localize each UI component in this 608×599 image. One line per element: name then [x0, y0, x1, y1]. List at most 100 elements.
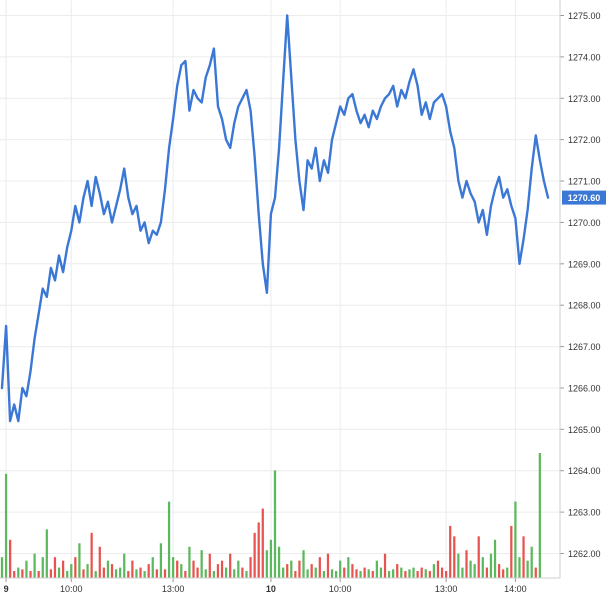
volume-bar: [233, 569, 236, 578]
volume-bar: [102, 567, 105, 578]
volume-bar: [445, 571, 448, 578]
x-tick-label: 13:00: [435, 584, 458, 594]
volume-bar: [9, 539, 12, 578]
volume-bar: [339, 560, 342, 578]
volume-bar: [485, 567, 489, 578]
volume-bar: [184, 571, 187, 578]
volume-bar: [387, 571, 391, 578]
volume-bar: [41, 557, 44, 578]
volume-bar: [208, 553, 211, 578]
volume-bar: [74, 557, 77, 578]
volume-bar: [294, 571, 297, 578]
volume-bar: [53, 557, 57, 578]
volume-bar: [322, 571, 326, 578]
volume-bar: [70, 564, 73, 578]
volume-bar: [318, 557, 321, 578]
volume-bar: [436, 560, 440, 578]
last-price-label: 1270.60: [568, 193, 601, 203]
volume-bar: [302, 550, 305, 578]
volume-bar: [0, 557, 4, 578]
volume-bar: [449, 525, 452, 578]
volume-bar: [123, 553, 126, 578]
volume-bar: [110, 564, 114, 578]
y-tick-label: 1264.00: [568, 466, 601, 476]
volume-bar: [241, 567, 244, 578]
volume-bar: [229, 553, 232, 578]
volume-bar: [538, 453, 541, 578]
volume-bar: [155, 569, 158, 578]
volume-bar: [453, 536, 456, 578]
volume-bar: [367, 569, 370, 578]
volume-bar: [277, 546, 281, 578]
volume-bar: [212, 571, 216, 578]
volume-bar: [114, 569, 118, 578]
volume-bar: [514, 501, 517, 578]
volume-bar: [61, 560, 65, 578]
y-tick-label: 1262.00: [568, 549, 601, 559]
volume-bar: [82, 569, 85, 578]
y-tick-label: 1268.00: [568, 301, 601, 311]
volume-bar: [461, 567, 464, 578]
volume-bar: [326, 553, 330, 578]
volume-bar: [473, 564, 476, 578]
volume-bar: [151, 557, 154, 578]
y-tick-label: 1270.00: [568, 218, 601, 228]
volume-bar: [489, 553, 493, 578]
volume-bar: [127, 571, 130, 578]
y-tick-label: 1265.00: [568, 425, 601, 435]
volume-bar: [45, 529, 48, 578]
volume-bar: [510, 525, 513, 578]
volume-bar: [412, 567, 415, 578]
volume-bar: [90, 532, 93, 578]
volume-bar: [33, 553, 36, 578]
volume-bar: [334, 571, 338, 578]
volume-bar: [534, 567, 537, 578]
volume-bar: [379, 567, 383, 578]
volume-bar: [359, 571, 362, 578]
volume-bar: [204, 569, 207, 578]
volume-bar: [493, 539, 497, 578]
volume-bar: [400, 567, 403, 578]
volume-bar: [273, 470, 277, 578]
x-tick-label: 10: [266, 584, 276, 594]
volume-bar: [147, 564, 150, 578]
volume-bar: [465, 550, 468, 578]
y-tick-label: 1273.00: [568, 94, 601, 104]
volume-bar: [94, 571, 97, 578]
volume-bar: [347, 557, 350, 578]
volume-bar: [139, 567, 142, 578]
volume-bar: [135, 569, 138, 578]
volume-bars: [0, 453, 541, 578]
volume-bar: [216, 564, 220, 578]
volume-bar: [306, 569, 309, 578]
volume-bar: [167, 501, 171, 578]
volume-bar: [261, 508, 264, 578]
y-tick-label: 1266.00: [568, 383, 601, 393]
volume-bar: [481, 557, 484, 578]
volume-bar: [172, 557, 175, 578]
volume-bar: [192, 560, 195, 578]
volume-bar: [428, 571, 431, 578]
volume-bar: [29, 571, 32, 578]
volume-bar: [351, 564, 354, 578]
volume-bar: [200, 550, 203, 578]
volume-bar: [196, 567, 199, 578]
volume-bar: [86, 564, 89, 578]
volume-bar: [37, 571, 40, 578]
volume-bar: [383, 553, 387, 578]
x-tick-label: 9: [4, 584, 9, 594]
volume-bar: [502, 569, 505, 578]
volume-bar: [220, 560, 224, 578]
x-tick-label: 10:00: [60, 584, 83, 594]
volume-bar: [420, 567, 423, 578]
x-tick-label: 14:00: [504, 584, 527, 594]
volume-bar: [21, 569, 24, 578]
volume-bar: [371, 571, 374, 578]
y-tick-label: 1275.00: [568, 11, 601, 21]
y-tick-label: 1269.00: [568, 259, 601, 269]
volume-bar: [143, 571, 146, 578]
volume-bar: [404, 571, 407, 578]
